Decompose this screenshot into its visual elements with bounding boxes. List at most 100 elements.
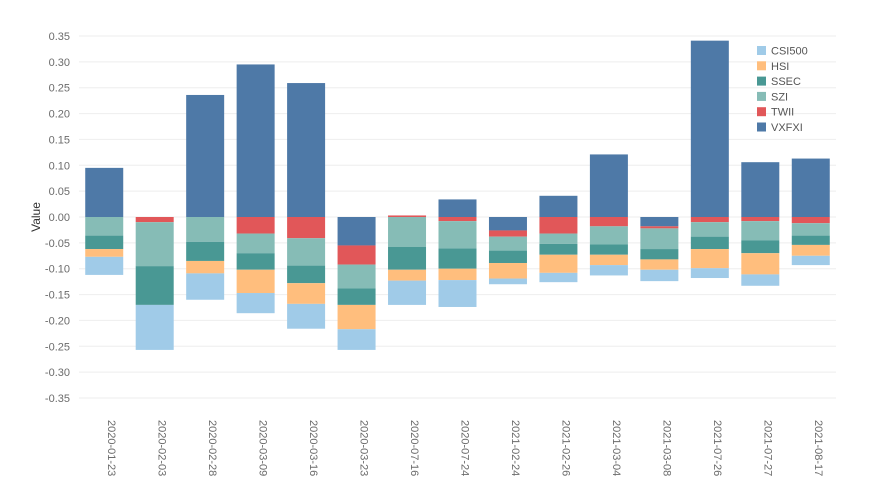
bar-hsi-2021-03-08 <box>640 259 679 270</box>
bar-twii-2021-02-26 <box>539 217 578 234</box>
bar-ssec-2021-03-08 <box>640 249 679 260</box>
bar-ssec-2020-03-16 <box>287 265 326 284</box>
bar-szi-2020-02-28 <box>186 217 225 242</box>
legend-label-hsi: HSI <box>771 61 789 73</box>
bar-csi500-2020-03-16 <box>287 303 326 329</box>
y-tick-label: 0.20 <box>49 109 70 121</box>
bar-twii-2020-02-03 <box>135 217 174 223</box>
y-tick-label: 0.00 <box>49 212 70 224</box>
legend-label-twii: TWII <box>771 107 794 119</box>
bar-vxfxi-2020-07-24 <box>438 199 477 217</box>
bar-csi500-2020-02-03 <box>135 304 174 350</box>
y-tick-label: -0.25 <box>45 341 70 353</box>
bar-ssec-2021-03-04 <box>589 244 628 255</box>
x-tick-label: 2020-03-23 <box>358 420 370 476</box>
bar-szi-2021-07-26 <box>690 222 729 237</box>
bar-csi500-2020-02-28 <box>186 273 225 300</box>
legend-label-ssec: SSEC <box>771 76 801 88</box>
bar-vxfxi-2021-02-24 <box>488 217 527 231</box>
x-tick-label: 2021-08-17 <box>812 420 824 476</box>
bar-vxfxi-2020-01-23 <box>85 167 124 217</box>
bar-vxfxi-2021-07-26 <box>690 40 729 218</box>
bar-hsi-2020-01-23 <box>85 249 124 257</box>
y-axis-title: Value <box>29 202 43 232</box>
bar-ssec-2020-02-28 <box>186 241 225 261</box>
y-tick-label: -0.35 <box>45 393 70 405</box>
bar-vxfxi-2020-03-16 <box>287 83 326 217</box>
x-tick-label: 2020-07-24 <box>459 420 471 476</box>
bar-twii-2021-07-26 <box>690 217 729 223</box>
bar-vxfxi-2021-03-08 <box>640 217 679 227</box>
bar-twii-2020-03-09 <box>236 217 275 234</box>
bar-csi500-2021-03-04 <box>589 265 628 276</box>
bar-szi-2020-07-16 <box>388 217 427 247</box>
bar-twii-2021-08-17 <box>791 217 830 224</box>
legend-label-csi500: CSI500 <box>771 46 808 58</box>
bar-szi-2020-01-23 <box>85 217 124 236</box>
bar-csi500-2020-01-23 <box>85 256 124 275</box>
y-tick-label: 0.15 <box>49 134 70 146</box>
bar-hsi-2021-03-04 <box>589 254 628 266</box>
bar-twii-2020-03-16 <box>287 217 326 239</box>
x-tick-label: 2021-07-26 <box>711 420 723 476</box>
x-tick-label: 2020-02-03 <box>156 420 168 476</box>
bar-hsi-2020-02-28 <box>186 260 225 274</box>
y-tick-label: 0.35 <box>49 31 70 43</box>
y-axis: -0.35 -0.30 -0.25 -0.20 -0.15 -0.10 -0.05 0.00 0… <box>45 31 70 405</box>
y-tick-label: 0.05 <box>49 186 70 198</box>
legend-swatch-csi500 <box>757 46 766 55</box>
y-tick-label: 0.30 <box>49 57 70 69</box>
bar-szi-2021-02-24 <box>488 236 527 251</box>
bar-csi500-2020-03-09 <box>236 293 275 314</box>
legend-label-szi: SZI <box>771 91 788 103</box>
legend-swatch-hsi <box>757 61 766 71</box>
bar-hsi-2020-03-09 <box>236 269 275 294</box>
bar-szi-2021-03-04 <box>589 226 628 245</box>
y-tick-label: -0.15 <box>45 290 70 302</box>
bar-szi-2020-03-16 <box>287 238 326 266</box>
bar-hsi-2020-07-24 <box>438 268 477 281</box>
x-tick-label: 2020-02-28 <box>206 420 218 476</box>
x-tick-label: 2021-07-27 <box>761 420 773 476</box>
bar-szi-2020-03-09 <box>236 233 275 254</box>
bar-ssec-2020-03-23 <box>337 288 376 305</box>
bar-twii-2021-02-24 <box>488 230 527 237</box>
bar-ssec-2020-02-03 <box>135 266 174 305</box>
bar-csi500-2020-07-24 <box>438 280 477 307</box>
bar-szi-2021-08-17 <box>791 223 830 236</box>
bar-ssec-2021-07-26 <box>690 236 729 250</box>
bar-szi-2021-07-27 <box>741 221 780 241</box>
y-tick-label: -0.10 <box>45 264 70 276</box>
x-tick-label: 2020-03-16 <box>307 420 319 476</box>
bar-szi-2021-03-08 <box>640 228 679 250</box>
bar-hsi-2020-07-16 <box>388 269 427 281</box>
bar-ssec-2020-07-16 <box>388 246 427 270</box>
y-tick-label: 0.10 <box>49 160 70 172</box>
bar-szi-2020-03-23 <box>337 264 376 289</box>
bar-twii-2021-03-04 <box>589 217 628 227</box>
bar-vxfxi-2020-02-28 <box>186 94 225 217</box>
bar-ssec-2020-03-09 <box>236 253 275 270</box>
bar-vxfxi-2021-08-17 <box>791 158 830 217</box>
bars <box>85 40 830 350</box>
bar-hsi-2021-07-26 <box>690 249 729 269</box>
x-tick-label: 2020-01-23 <box>105 420 117 476</box>
bar-ssec-2021-02-24 <box>488 250 527 264</box>
bar-hsi-2021-02-26 <box>539 254 578 273</box>
bar-szi-2020-07-24 <box>438 221 477 249</box>
bar-ssec-2020-07-24 <box>438 248 477 269</box>
bar-vxfxi-2021-07-27 <box>741 162 780 217</box>
bar-szi-2021-02-26 <box>539 233 578 244</box>
bar-ssec-2020-01-23 <box>85 235 124 250</box>
bar-csi500-2021-02-24 <box>488 278 527 285</box>
bar-csi500-2021-07-26 <box>690 268 729 279</box>
bar-twii-2020-03-23 <box>337 245 376 265</box>
legend-swatch-vxfxi <box>757 122 766 132</box>
x-tick-label: 2021-03-04 <box>610 420 622 476</box>
y-tick-label: -0.05 <box>45 238 70 250</box>
bar-hsi-2020-03-23 <box>337 304 376 330</box>
x-tick-label: 2021-03-08 <box>660 420 672 476</box>
legend-label-vxfxi: VXFXI <box>771 122 803 134</box>
bar-hsi-2021-08-17 <box>791 244 830 256</box>
